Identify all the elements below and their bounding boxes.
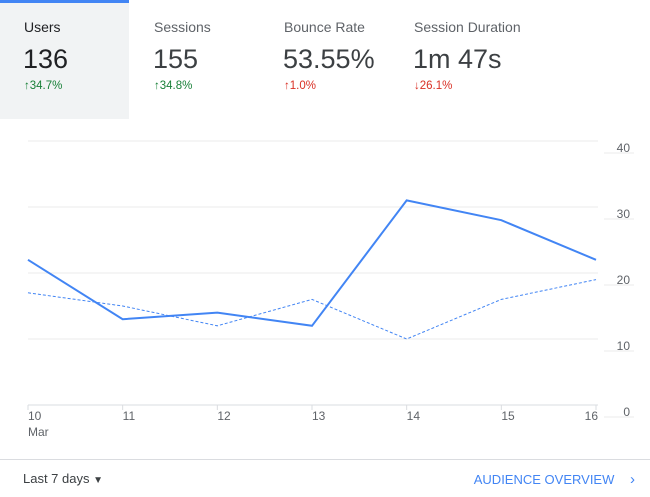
line-chart: 0 10 20 30 40 10 11 12 13 14 15 16 Mar — [27, 140, 634, 439]
chevron-right-icon: › — [630, 471, 635, 488]
tab-value: 136 — [23, 44, 69, 74]
change-value: 34.7% — [29, 80, 63, 92]
arrow-up-icon: ↑ — [24, 80, 30, 92]
arrow-up-icon: ↑ — [284, 80, 290, 92]
tab-change: ↑34.7% — [24, 79, 62, 93]
x-tick-label: 15 — [501, 409, 515, 423]
tab-change: ↑34.8% — [154, 79, 192, 93]
tab-change: ↓26.1% — [414, 79, 452, 93]
x-tick-label: 14 — [407, 409, 421, 423]
arrow-down-icon: ↓ — [414, 80, 420, 92]
date-range-dropdown[interactable]: Last 7 days ▼ — [23, 471, 103, 486]
tab-label: Users — [24, 19, 61, 35]
x-tick-label: 13 — [312, 409, 326, 423]
x-tick-label: 10 — [28, 409, 42, 423]
arrow-up-icon: ↑ — [154, 80, 160, 92]
footer-divider — [0, 459, 650, 460]
caret-down-icon: ▼ — [93, 475, 104, 486]
tab-label: Bounce Rate — [284, 19, 365, 35]
change-value: 1.0% — [289, 80, 316, 92]
tab-users[interactable]: Users 136 ↑34.7% — [0, 0, 129, 119]
change-value: 26.1% — [419, 80, 453, 92]
tab-bounce-rate[interactable]: Bounce Rate 53.55% ↑1.0% — [260, 0, 389, 119]
x-tick-label: 12 — [217, 409, 231, 423]
tab-change: ↑1.0% — [284, 79, 316, 93]
tab-label: Sessions — [154, 19, 211, 35]
series-line-current — [27, 199, 597, 327]
date-range-label: Last 7 days — [23, 471, 90, 486]
audience-overview-link[interactable]: AUDIENCE OVERVIEW › — [474, 471, 635, 488]
tab-value: 155 — [153, 44, 199, 74]
y-tick-label: 20 — [617, 273, 631, 287]
y-tick-label: 30 — [617, 207, 631, 221]
tab-session-duration[interactable]: Session Duration 1m 47s ↓26.1% — [390, 0, 521, 119]
y-tick-label: 40 — [617, 141, 631, 155]
tab-value: 53.55% — [283, 44, 375, 74]
series-line-previous — [27, 279, 597, 340]
x-tick-label: 11 — [123, 409, 136, 423]
y-tick-label: 0 — [623, 405, 630, 419]
x-sublabel: Mar — [28, 425, 49, 439]
tab-label: Session Duration — [414, 19, 521, 35]
change-value: 34.8% — [159, 80, 193, 92]
tab-value: 1m 47s — [413, 44, 502, 74]
tab-sessions[interactable]: Sessions 155 ↑34.8% — [130, 0, 259, 119]
y-tick-label: 10 — [617, 339, 631, 353]
x-tick-label: 16 — [585, 409, 599, 423]
audience-overview-label: AUDIENCE OVERVIEW — [473, 472, 615, 487]
